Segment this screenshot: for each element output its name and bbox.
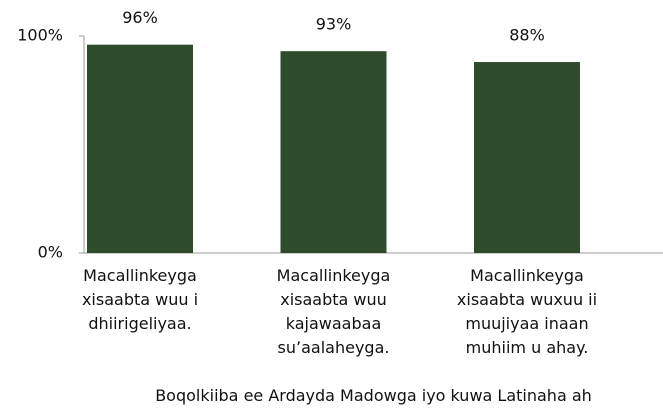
x-tick-label: Macallinkeyga xisaabta wuu kajawaabaa su…	[276, 266, 391, 357]
x-axis-title: Boqolkiiba ee Ardayda Madowga iyo kuwa L…	[155, 386, 592, 405]
bar	[474, 62, 580, 253]
x-tick-label: Macallinkeyga xisaabta wuxuu ii muujiyaa…	[456, 266, 598, 357]
bar	[280, 51, 387, 253]
bar	[87, 44, 193, 254]
y-tick-label: 0%	[38, 243, 63, 262]
value-label: 96%	[122, 8, 158, 27]
x-tick-label: Macallinkeyga xisaabta wuu i dhiirigeliy…	[81, 266, 199, 333]
value-label: 88%	[509, 26, 545, 45]
value-label: 93%	[316, 15, 352, 34]
y-tick-label: 100%	[17, 26, 63, 45]
